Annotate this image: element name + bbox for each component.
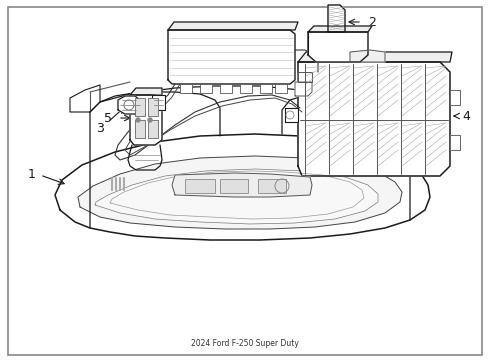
Bar	[220, 84, 232, 93]
Polygon shape	[298, 52, 452, 62]
Polygon shape	[70, 85, 100, 112]
Polygon shape	[152, 95, 165, 110]
Polygon shape	[395, 86, 425, 112]
Circle shape	[148, 118, 152, 122]
Bar	[180, 84, 192, 93]
Polygon shape	[130, 95, 162, 145]
Polygon shape	[55, 134, 430, 240]
Polygon shape	[285, 108, 298, 122]
Bar	[148, 98, 158, 116]
Polygon shape	[328, 5, 345, 32]
Text: 3: 3	[96, 122, 104, 135]
Bar	[260, 84, 272, 93]
Polygon shape	[168, 30, 295, 84]
Circle shape	[136, 118, 140, 122]
Text: 2024 Ford F-250 Super Duty: 2024 Ford F-250 Super Duty	[191, 339, 299, 348]
Text: 2: 2	[368, 15, 376, 28]
Bar	[220, 179, 248, 193]
Polygon shape	[308, 26, 372, 32]
Bar	[148, 120, 158, 138]
Bar	[135, 98, 145, 116]
Polygon shape	[298, 62, 450, 176]
Bar	[135, 120, 145, 138]
Text: 1: 1	[28, 167, 36, 180]
Polygon shape	[95, 169, 378, 224]
Polygon shape	[168, 22, 298, 30]
Polygon shape	[172, 173, 312, 197]
Text: 5: 5	[104, 112, 112, 125]
Bar	[275, 84, 287, 93]
Polygon shape	[118, 96, 140, 114]
Polygon shape	[350, 50, 385, 62]
Text: 4: 4	[462, 109, 470, 122]
Bar	[240, 84, 252, 93]
Bar	[450, 135, 460, 150]
Bar	[185, 179, 215, 193]
Bar	[258, 179, 286, 193]
Bar	[450, 90, 460, 105]
Polygon shape	[298, 72, 312, 82]
Polygon shape	[78, 156, 402, 229]
Bar	[200, 84, 212, 93]
Polygon shape	[130, 88, 162, 95]
Polygon shape	[295, 82, 312, 96]
Polygon shape	[308, 32, 368, 62]
